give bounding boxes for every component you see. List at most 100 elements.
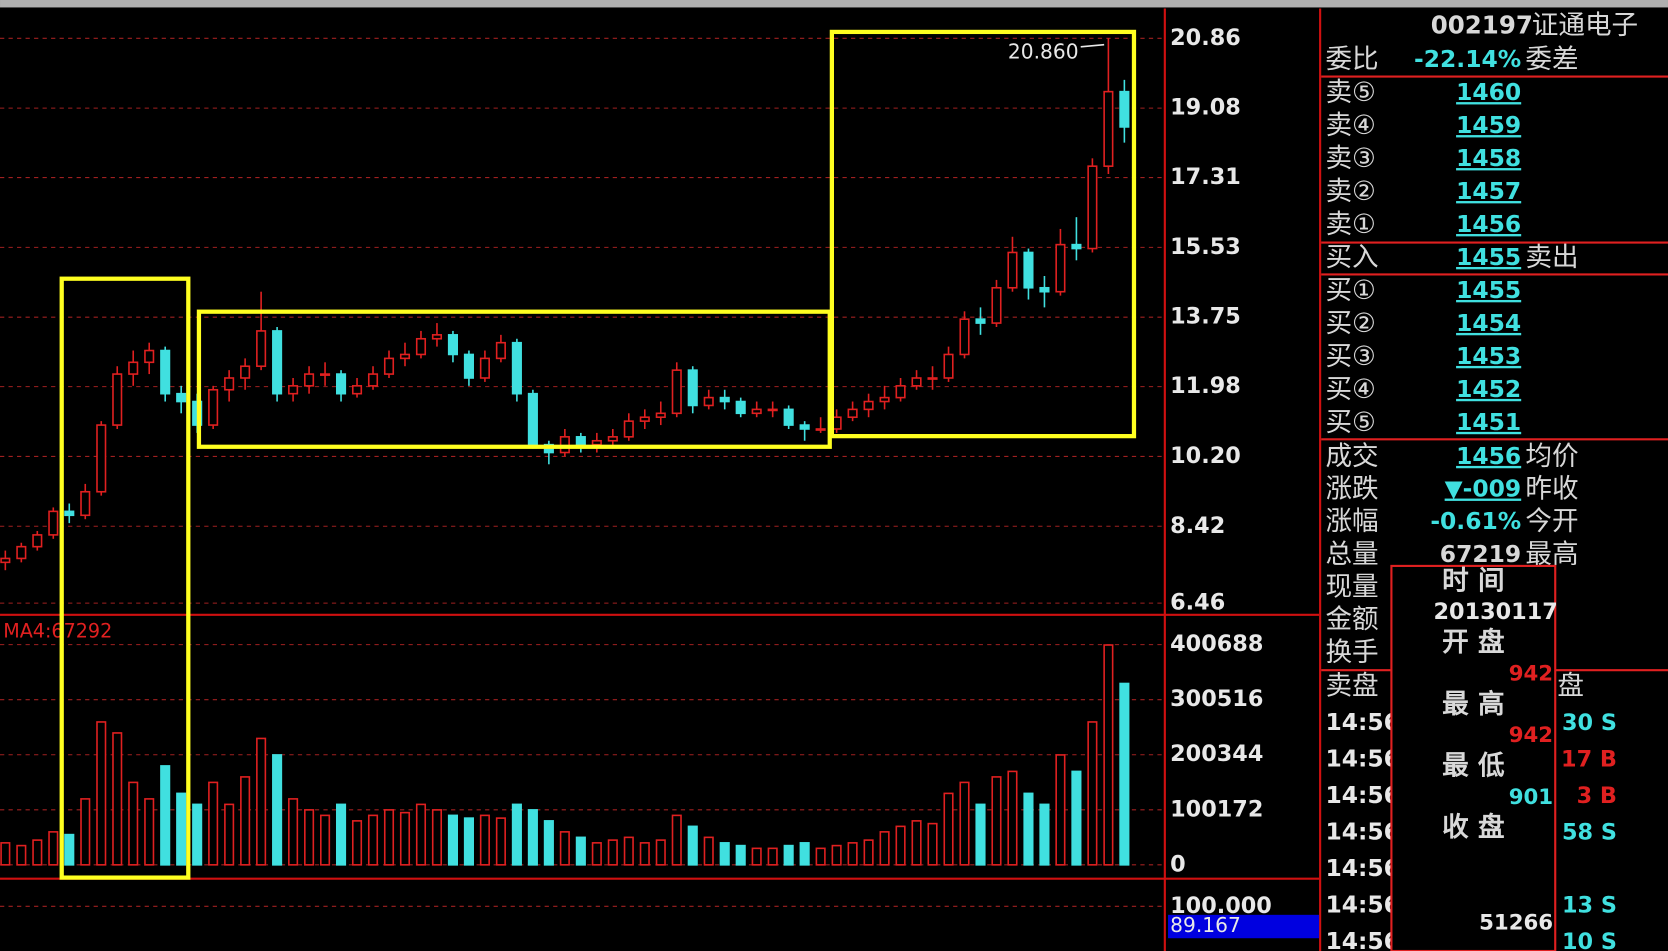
trade-time: 14:56 (1325, 854, 1399, 882)
volume-bar (991, 776, 1002, 866)
volume-bar (479, 814, 490, 866)
highlight-box (829, 29, 1137, 439)
marks: 20.86 19.08 17.31 15.53 13.75 11.98 10.20 8.42 6… (0, 25, 1272, 937)
candle-body (943, 353, 954, 379)
volume-bar (1119, 682, 1130, 866)
candle-body (16, 545, 27, 560)
trade-time: 14:56 (1325, 817, 1399, 845)
y-tick-label: 0 (1170, 851, 1186, 877)
volume-bar (1007, 770, 1018, 866)
volume-bar (112, 732, 123, 866)
row-label: 最高 (1525, 539, 1578, 570)
volume-bar (527, 809, 538, 866)
volume-bar (32, 839, 43, 866)
candle-body (799, 424, 810, 430)
indicator-value: 89.167 (1170, 913, 1241, 937)
candle-body (256, 330, 267, 368)
candle-body (511, 341, 522, 395)
row-label: 买入 (1325, 242, 1378, 273)
trade-time: 14:56 (1325, 708, 1399, 736)
volume-bar (1039, 803, 1050, 866)
candle-body (911, 377, 922, 387)
volume-bar (1055, 754, 1066, 866)
y-tick-label: 100172 (1170, 796, 1263, 822)
trade-side: 30 S (1562, 710, 1617, 736)
popup-box (1390, 564, 1557, 951)
volume-bar (863, 839, 874, 866)
volume-bar (463, 817, 474, 866)
trade-time: 14:56 (1325, 890, 1399, 918)
popup-item: 20130117 (1434, 599, 1558, 625)
row-label: 成交 (1325, 441, 1378, 472)
candle-body (383, 357, 395, 375)
candle-body (1039, 286, 1050, 293)
candle-body (879, 396, 890, 403)
row-value: -22.14% (1414, 45, 1521, 73)
candle-body (991, 286, 1002, 324)
volume-bar (879, 831, 890, 866)
annotation-arrow (1080, 43, 1105, 48)
popup-item: 901 (1509, 785, 1553, 810)
y-tick-label: 15.53 (1170, 234, 1241, 260)
volume-bar (511, 803, 522, 866)
candle-body (48, 510, 59, 536)
volume-bar (160, 765, 171, 866)
high-annotation: 20.860 (1008, 40, 1079, 64)
candle-body (847, 408, 858, 419)
row-label: 换手 (1325, 637, 1378, 668)
candle-body (1103, 90, 1114, 167)
candle-body (767, 408, 778, 412)
candle-body (591, 439, 602, 446)
trade-side: 13 S (1562, 892, 1617, 918)
volume-bar (288, 798, 299, 866)
y-tick-label: 10.20 (1170, 443, 1241, 469)
row-label: 委比 (1325, 44, 1378, 75)
row-label: 买① (1325, 275, 1375, 306)
volume-bar (751, 847, 762, 866)
candle-body (304, 373, 315, 387)
candle-body (527, 392, 538, 446)
candle-body (895, 385, 906, 399)
candle-body (224, 377, 235, 391)
candle-body (1087, 165, 1098, 250)
candle-body (1055, 243, 1066, 293)
volume-bar (495, 817, 506, 866)
row-label: 卖出 (1525, 242, 1578, 273)
candle-body (703, 396, 714, 407)
candle-body (975, 318, 986, 324)
volume-bar (415, 803, 427, 866)
candle-body (479, 357, 490, 379)
volume-bar (559, 831, 570, 866)
volume-bar (767, 847, 778, 866)
volume-bar (959, 781, 970, 866)
row-value: ▼-009 (1445, 475, 1522, 503)
row-value: 1455 (1456, 276, 1521, 304)
row-value: 1459 (1456, 111, 1521, 139)
candle-body (735, 400, 746, 415)
volume-bar (16, 844, 27, 866)
volume-bar (128, 781, 139, 866)
row-label: 卖① (1325, 209, 1375, 240)
candle-body (1007, 251, 1018, 289)
volume-bar (943, 792, 954, 866)
row-label: 卖③ (1325, 143, 1375, 174)
candle-body (1071, 243, 1082, 250)
volume-bar (735, 844, 746, 866)
row-label: 买⑤ (1325, 407, 1375, 438)
candle-body (959, 318, 970, 356)
row-value: 67219 (1440, 540, 1521, 568)
candle-body (112, 373, 123, 426)
volume-bar (80, 798, 91, 866)
row-label: 涨跌 (1325, 474, 1378, 505)
row-label: 总量 (1325, 539, 1378, 570)
candle-body (719, 396, 730, 403)
trade-side: 58 S (1562, 819, 1617, 845)
volume-bar (304, 809, 315, 866)
volume-bar (447, 814, 459, 866)
volume-bar (655, 839, 666, 866)
volume-bar (176, 792, 187, 866)
volume-bar (591, 842, 602, 866)
y-tick-label: 8.42 (1170, 513, 1225, 539)
row-value: 1457 (1456, 177, 1521, 205)
